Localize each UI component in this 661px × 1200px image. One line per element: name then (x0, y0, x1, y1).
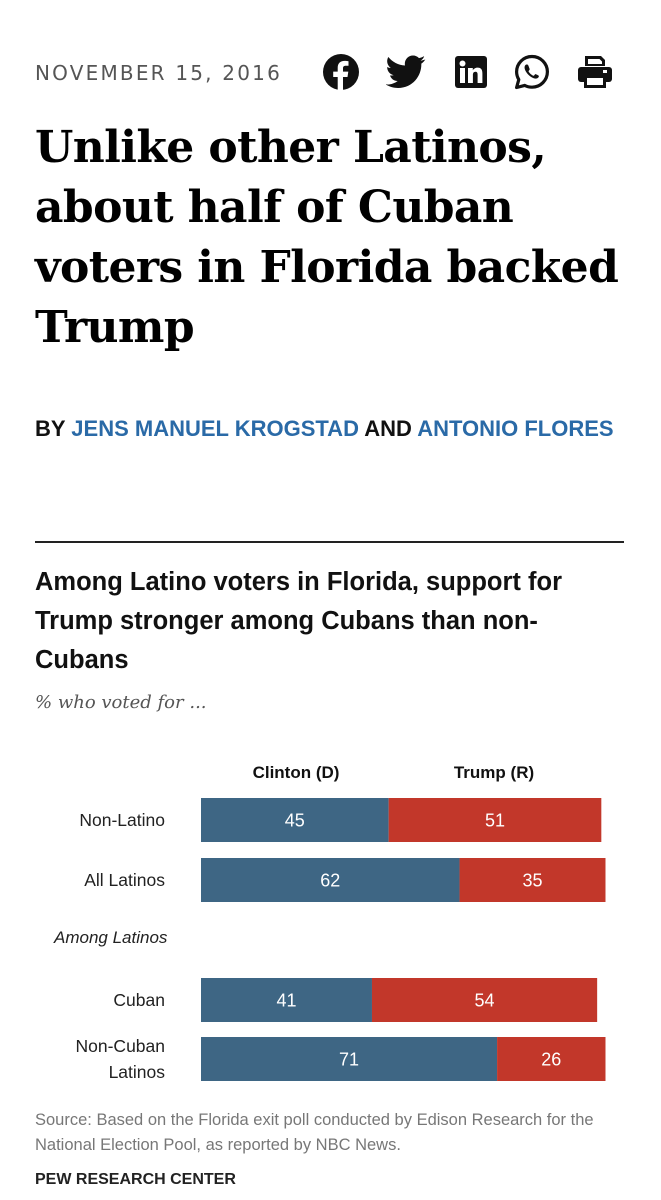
trump-bar (371, 978, 598, 1022)
article-title: Unlike other Latinos, about half of Cuba… (35, 122, 619, 353)
article-date: NOVEMBER 15, 2016 (35, 61, 282, 85)
whatsapp-share-button[interactable] (512, 52, 552, 92)
trump-bar (388, 798, 602, 842)
organization-credit: PEW RESEARCH CENTER (35, 1171, 236, 1188)
clinton-bar (201, 798, 389, 842)
byline-prefix: BY (35, 416, 66, 441)
clinton-value-label: 45 (285, 811, 305, 831)
trump-value-label: 51 (485, 811, 505, 831)
chart-subtitle: % who voted for ... (35, 692, 207, 713)
divider (35, 541, 624, 543)
byline: BY JENS MANUEL KROGSTAD AND ANTONIO FLOR… (35, 402, 615, 456)
clinton-value-label: 41 (276, 991, 296, 1011)
clinton-bar (201, 978, 372, 1022)
byline-joiner: AND (364, 416, 412, 441)
facebook-icon (323, 54, 359, 91)
group-label-among-latinos: Among Latinos (53, 928, 168, 947)
legend-clinton: Clinton (D) (253, 763, 340, 782)
legend-trump: Trump (R) (454, 763, 534, 782)
print-icon (578, 56, 612, 88)
chart-title: Among Latino voters in Florida, support … (35, 568, 562, 674)
clinton-bar (201, 1037, 498, 1081)
linkedin-share-button[interactable] (451, 52, 491, 92)
clinton-value-label: 71 (339, 1050, 359, 1070)
clinton-bar (201, 858, 460, 902)
stacked-bar-chart: Clinton (D) Trump (R) Among Latinos Non-Lat… (53, 763, 606, 1082)
whatsapp-icon (515, 54, 549, 90)
facebook-share-button[interactable] (321, 52, 361, 92)
print-button[interactable] (575, 52, 615, 92)
trump-bar (497, 1037, 606, 1081)
twitter-icon (386, 55, 426, 88)
trump-value-label: 54 (475, 991, 495, 1011)
clinton-value-label: 62 (320, 871, 340, 891)
category-label: Cuban (113, 990, 165, 1010)
category-label: All Latinos (84, 870, 165, 890)
linkedin-icon (455, 56, 487, 88)
chart-source: Source: Based on the Florida exit poll c… (35, 1111, 594, 1154)
trump-value-label: 35 (522, 871, 542, 891)
trump-bar (459, 858, 606, 902)
category-label: Non-Cuban (76, 1036, 166, 1056)
category-label: Non-Latino (79, 810, 165, 830)
trump-value-label: 26 (541, 1050, 561, 1070)
author-link-krogstad[interactable]: JENS MANUEL KROGSTAD (71, 416, 359, 441)
twitter-share-button[interactable] (386, 52, 426, 92)
author-link-flores[interactable]: ANTONIO FLORES (417, 416, 614, 441)
category-label: Latinos (109, 1062, 166, 1082)
